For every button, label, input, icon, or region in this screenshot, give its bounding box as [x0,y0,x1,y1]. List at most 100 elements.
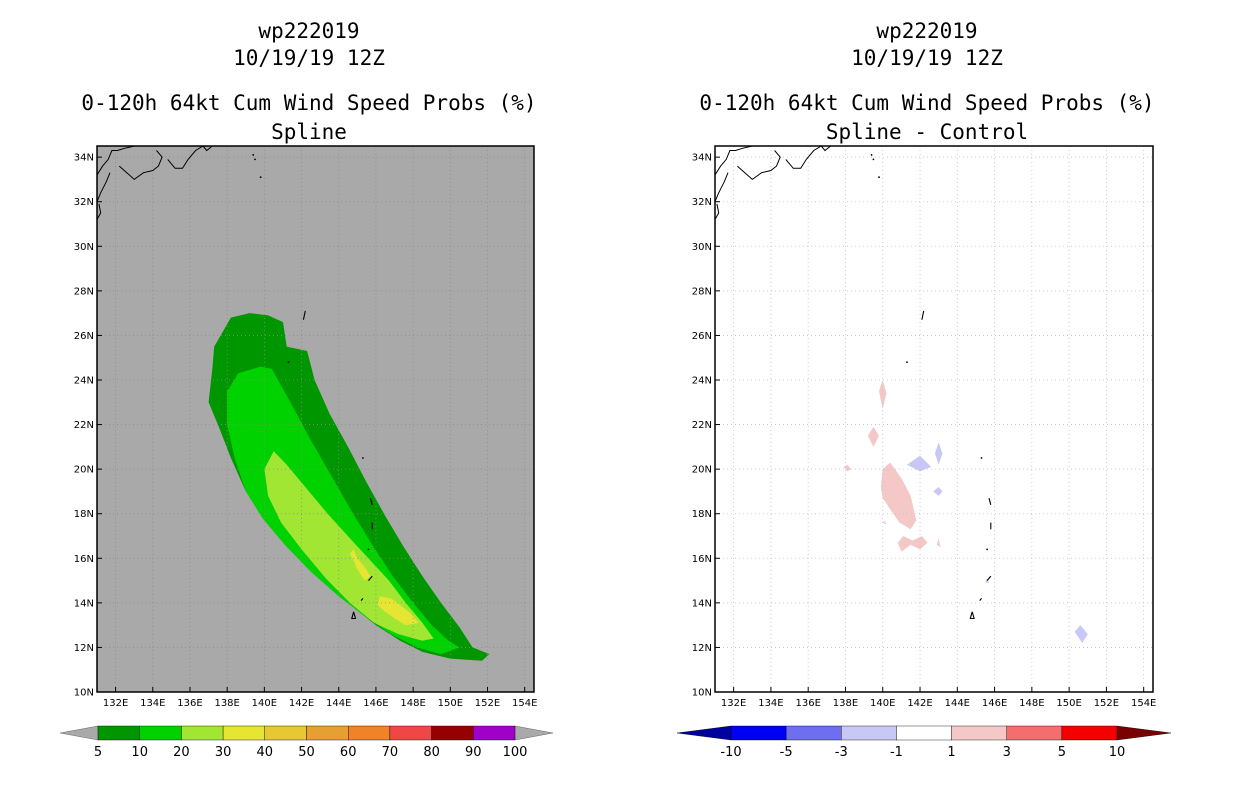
contour-1-3 [897,536,928,552]
left-chart-title: 0-120h 64kt Cum Wind Speed Probs (%) [81,91,537,115]
coastline [167,146,214,169]
coastline [715,146,753,176]
island-dot [872,158,875,161]
island-dot [252,154,255,156]
left-chart-subtitle: Spline [271,120,347,144]
island-outline [921,310,925,320]
x-tick-label: 134E [758,698,783,709]
coastline [715,203,720,220]
colorbar-segment [97,725,140,741]
x-tick-label: 132E [103,698,128,709]
colorbar-segment [348,725,391,741]
right-storm-id: wp222019 [876,19,978,43]
plot-area [715,146,1153,692]
y-tick-label: 34N [74,153,94,164]
y-tick-label: 10N [74,688,94,699]
colorbar-segment [1006,725,1063,741]
y-tick-label: 12N [74,643,94,654]
island-outline [979,598,982,601]
y-tick-label: 22N [692,420,712,431]
colorbar-segment [181,725,224,741]
left-storm-id: wp222019 [258,19,360,43]
contour-1-3 [936,538,941,548]
contour-20-30 [264,451,434,641]
colorbar-segment [841,725,897,741]
y-tick-label: 28N [74,286,94,297]
island-outline [302,310,306,320]
colorbar-over-triangle [1116,725,1172,741]
contour--3--1 [934,442,943,465]
x-tick-label: 154E [1131,698,1156,709]
x-tick-label: 138E [214,698,239,709]
x-tick-label: 146E [363,698,388,709]
x-tick-label: 138E [833,698,858,709]
y-tick-label: 18N [74,509,94,520]
x-tick-label: 146E [982,698,1007,709]
colorbar-segment [473,725,516,741]
x-tick-label: 142E [289,698,314,709]
island-outline [988,497,992,505]
island-outline [969,611,975,620]
x-tick-label: 140E [252,698,277,709]
y-tick-label: 30N [692,242,712,253]
contour-1-3 [880,462,917,530]
coastline [737,150,781,181]
x-tick-label: 148E [400,698,425,709]
x-tick-label: 136E [177,698,202,709]
contour-1-3 [867,426,879,447]
colorbar-label: 50 [298,745,315,760]
colorbar-under-triangle [676,725,732,741]
island-outline [369,497,373,505]
coastline [97,146,135,176]
colorbar-label: 30 [215,745,232,760]
y-tick-label: 16N [692,554,712,565]
y-tick-label: 26N [692,331,712,342]
contour-30-40 [349,549,371,581]
colorbar-label: -5 [780,745,793,760]
colorbar-segment [431,725,474,741]
colorbar-segment [730,725,787,741]
island-outline [360,598,364,601]
colorbar-under-triangle [59,725,99,741]
coastline [118,150,163,181]
colorbar-label: 3 [1003,745,1011,760]
colorbar-segment [264,725,307,741]
x-tick-label: 154E [512,698,537,709]
island-dot [870,154,873,156]
island-outline [351,611,357,620]
x-tick-label: 140E [870,698,895,709]
x-tick-label: 144E [326,698,351,709]
colorbar-over-triangle [514,725,554,741]
colorbar-label: 70 [382,745,399,760]
plot-frame [714,145,1154,693]
chart-panel-spline: 132E 134E 136E 138E 140E 142E 144E 146E 148E 150E… [59,145,554,760]
y-tick-label: 30N [74,242,94,253]
colorbar-segment [389,725,432,741]
island-dot [259,176,262,179]
contour--3--1 [907,455,932,472]
colorbar-label: 10 [1109,745,1126,760]
colorbar-label: 40 [257,745,274,760]
plot-background [715,146,1153,692]
colorbar-segment [139,725,182,741]
colorbar-label: 10 [131,745,148,760]
x-tick-label: 152E [1094,698,1119,709]
coastline [785,146,832,169]
colorbar-label: -3 [835,745,848,760]
contour-30-40 [377,596,419,626]
right-datetime: 10/19/19 12Z [851,46,1003,70]
island-dot [980,457,983,459]
x-tick-label: 132E [721,698,746,709]
island-outline [986,575,992,581]
x-tick-label: 144E [945,698,970,709]
colorbar-segment [785,725,842,741]
x-tick-label: 134E [140,698,165,709]
y-tick-label: 32N [692,197,712,208]
colorbar-segment [306,725,349,741]
y-tick-label: 32N [74,197,94,208]
colorbar-label: -1 [890,745,903,760]
island-dot [362,457,364,459]
plot-frame [96,145,535,693]
x-tick-label: 148E [1019,698,1044,709]
x-tick-label: 152E [475,698,500,709]
